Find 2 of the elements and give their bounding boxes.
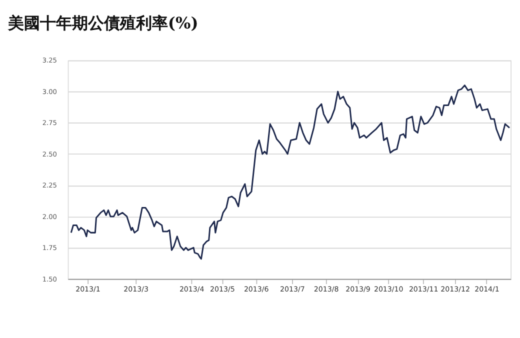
chart-title: 美國十年期公債殖利率(%) <box>6 13 198 32</box>
line-series <box>70 84 510 260</box>
